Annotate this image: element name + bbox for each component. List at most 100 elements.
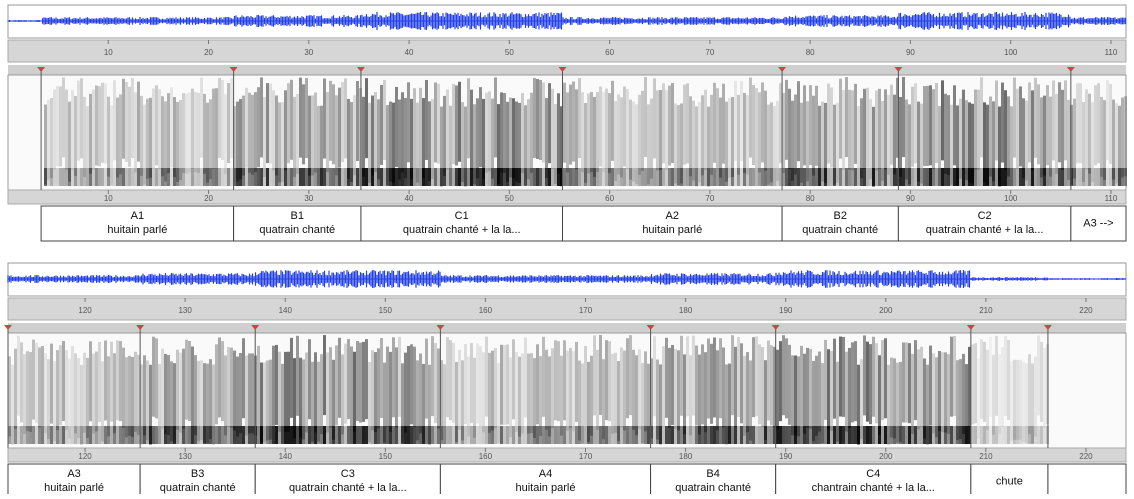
spectrogram-low (449, 426, 452, 444)
marker-head (436, 325, 445, 330)
spectrogram-column (464, 343, 467, 424)
spectrogram-column (836, 361, 839, 442)
spectrogram-column (704, 352, 707, 433)
spectrogram-low (170, 426, 173, 444)
spectrogram-low (254, 168, 257, 186)
spectrogram-low (89, 168, 92, 186)
spectrogram-low (554, 426, 557, 444)
spectrogram-low (728, 426, 731, 444)
spectrogram-low (635, 168, 638, 186)
spectrogram-low (437, 426, 440, 444)
segment-description: quatrain chanté + la la... (289, 482, 407, 494)
spectrogram-column (203, 93, 206, 174)
spectrogram-column (8, 356, 11, 437)
spectrogram-low (77, 168, 80, 186)
ruler-tick-label: 220 (1079, 306, 1093, 315)
ruler-tick-label: 220 (1079, 452, 1093, 461)
spectrogram-column (554, 103, 557, 184)
spectrogram-column (314, 92, 317, 173)
spectrogram-column (164, 353, 167, 434)
spectrogram-low (467, 168, 470, 186)
spectrogram-low (32, 426, 35, 444)
spectrogram-column (167, 93, 170, 174)
spectrogram-column (944, 93, 947, 174)
spectrogram-low (437, 168, 440, 186)
spectrogram-low (431, 168, 434, 186)
spectrogram-low (944, 168, 947, 186)
spectrogram-low (86, 426, 89, 444)
spectrogram-column (1034, 356, 1037, 437)
spectrogram-column (902, 342, 905, 423)
spectrogram-low (695, 426, 698, 444)
spectrogram-column (1010, 361, 1013, 442)
spectrogram-column (116, 340, 119, 421)
spectrogram-low (956, 168, 959, 186)
spectrogram-column (1061, 89, 1064, 170)
spectrogram-column (830, 87, 833, 168)
spectrogram-low (902, 168, 905, 186)
spectrogram-column (710, 94, 713, 175)
spectrogram-column (1043, 347, 1046, 428)
spectrogram-column (404, 352, 407, 433)
spectrogram-low (854, 426, 857, 444)
ruler-tick-label: 50 (505, 194, 514, 203)
spectrogram-column (11, 364, 14, 445)
spectrogram-column (971, 344, 974, 425)
spectrogram-low (443, 168, 446, 186)
spectrogram-column (119, 94, 122, 175)
spectrogram-low (785, 168, 788, 186)
spectrogram-column (1100, 96, 1103, 177)
spectrogram-column (1004, 336, 1007, 417)
spectrogram-column (86, 106, 89, 187)
spectrogram-low (131, 168, 134, 186)
spectrogram-column (974, 343, 977, 424)
spectrogram-column (98, 86, 101, 167)
spectrogram-column (356, 340, 359, 421)
spectrogram-low (563, 426, 566, 444)
spectrogram-column (128, 86, 131, 167)
spectrogram-column (503, 93, 506, 174)
spectrogram-column (491, 98, 494, 179)
spectrogram-low (230, 168, 233, 186)
spectrogram-column (92, 89, 95, 170)
spectrogram-low (773, 168, 776, 186)
spectrogram-low (857, 426, 860, 444)
spectrogram-column (239, 353, 242, 434)
spectrogram-column (905, 99, 908, 180)
spectrogram-column (908, 104, 911, 185)
spectrogram-column (863, 335, 866, 416)
spectrogram-column (1028, 354, 1031, 435)
spectrogram-low (656, 426, 659, 444)
spectrogram-low (992, 426, 995, 444)
spectrogram-low (413, 426, 416, 444)
spectrogram-low (860, 168, 863, 186)
spectrogram-column (188, 341, 191, 422)
spectrogram-low (434, 426, 437, 444)
spectrogram-column (137, 81, 140, 162)
ruler-tick-label: 40 (405, 194, 414, 203)
spectrogram-low (809, 168, 812, 186)
spectrogram-column (74, 353, 77, 434)
spectrogram-column (455, 361, 458, 442)
segment-code: C1 (455, 210, 469, 222)
spectrogram-column (32, 339, 35, 420)
spectrogram-low (194, 168, 197, 186)
spectrogram-low (707, 168, 710, 186)
spectrogram-column (98, 341, 101, 422)
spectrogram-low (185, 168, 188, 186)
spectrogram-low (851, 426, 854, 444)
spectrogram-column (473, 357, 476, 438)
spectrogram-low (536, 168, 539, 186)
spectrogram-column (608, 93, 611, 174)
spectrogram-column (749, 77, 752, 158)
spectrogram-column (1109, 83, 1112, 164)
spectrogram-column (875, 90, 878, 171)
spectrogram-column (209, 359, 212, 440)
ruler-tick-label: 100 (1004, 194, 1018, 203)
spectrogram-column (350, 346, 353, 427)
spectrogram-column (302, 84, 305, 165)
spectrogram-column (965, 100, 968, 181)
spectrogram-column (383, 362, 386, 443)
spectrogram-column (221, 79, 224, 160)
spectrogram-column (416, 360, 419, 441)
